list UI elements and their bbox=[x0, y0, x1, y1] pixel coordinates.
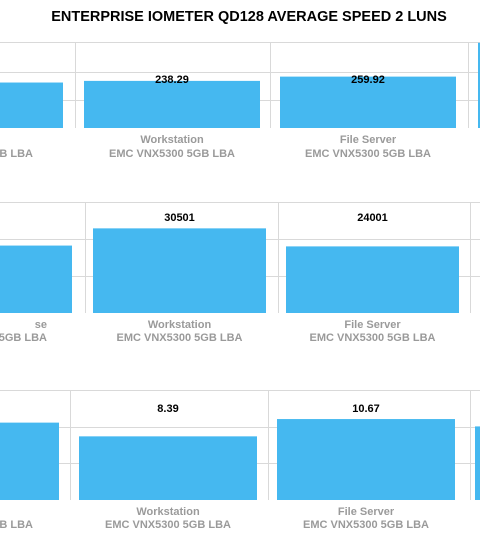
tick-label: Workstation bbox=[136, 506, 200, 518]
tick-label: EMC VNX5300 5GB LBA bbox=[310, 332, 436, 344]
tick-label: File Server bbox=[344, 319, 401, 331]
bar bbox=[475, 426, 480, 500]
data-label: 259.92 bbox=[351, 74, 385, 86]
chart-1-svg: 5GB LBA 238.29 Workstation EMC VNX5300 5GB … bbox=[0, 42, 480, 160]
data-label: 24001 bbox=[357, 212, 388, 224]
tick-label: 5GB LBA bbox=[0, 148, 33, 160]
bar bbox=[79, 436, 257, 500]
bar bbox=[93, 228, 266, 313]
data-label: 30501 bbox=[164, 212, 195, 224]
bar bbox=[0, 422, 59, 500]
data-label: 238.29 bbox=[155, 74, 189, 86]
bar bbox=[280, 76, 456, 128]
chart-title: ENTERPRISE IOMETER QD128 AVERAGE SPEED 2… bbox=[51, 9, 447, 25]
tick-label: se bbox=[35, 319, 47, 331]
tick-label: EMC VNX5300 5GB LBA bbox=[303, 519, 429, 531]
bar bbox=[277, 419, 455, 500]
chart-panel-2: se 5GB LBA 30501 Workstation EMC VNX5300 5GB… bbox=[0, 202, 480, 350]
bar bbox=[478, 42, 480, 129]
tick-label: 5GB LBA bbox=[0, 332, 47, 344]
tick-label: EMC VNX5300 5GB LBA bbox=[109, 148, 235, 160]
tick-label: EMC VNX5300 5GB LBA bbox=[305, 148, 431, 160]
tick-label: Workstation bbox=[148, 319, 212, 331]
bar bbox=[286, 246, 459, 313]
chart-panel-1: 5GB LBA 238.29 Workstation EMC VNX5300 5GB … bbox=[0, 42, 480, 170]
bar bbox=[0, 82, 63, 128]
tick-label: Workstation bbox=[140, 134, 204, 146]
bar bbox=[84, 80, 260, 128]
tick-label: 5GB LBA bbox=[0, 519, 33, 531]
tick-label: EMC VNX5300 5GB LBA bbox=[105, 519, 231, 531]
data-label: 10.67 bbox=[352, 403, 380, 415]
data-label: 8.39 bbox=[157, 403, 178, 415]
tick-label: File Server bbox=[340, 134, 397, 146]
bar bbox=[0, 245, 72, 313]
tick-label: EMC VNX5300 5GB LBA bbox=[117, 332, 243, 344]
tick-label: File Server bbox=[338, 506, 395, 518]
